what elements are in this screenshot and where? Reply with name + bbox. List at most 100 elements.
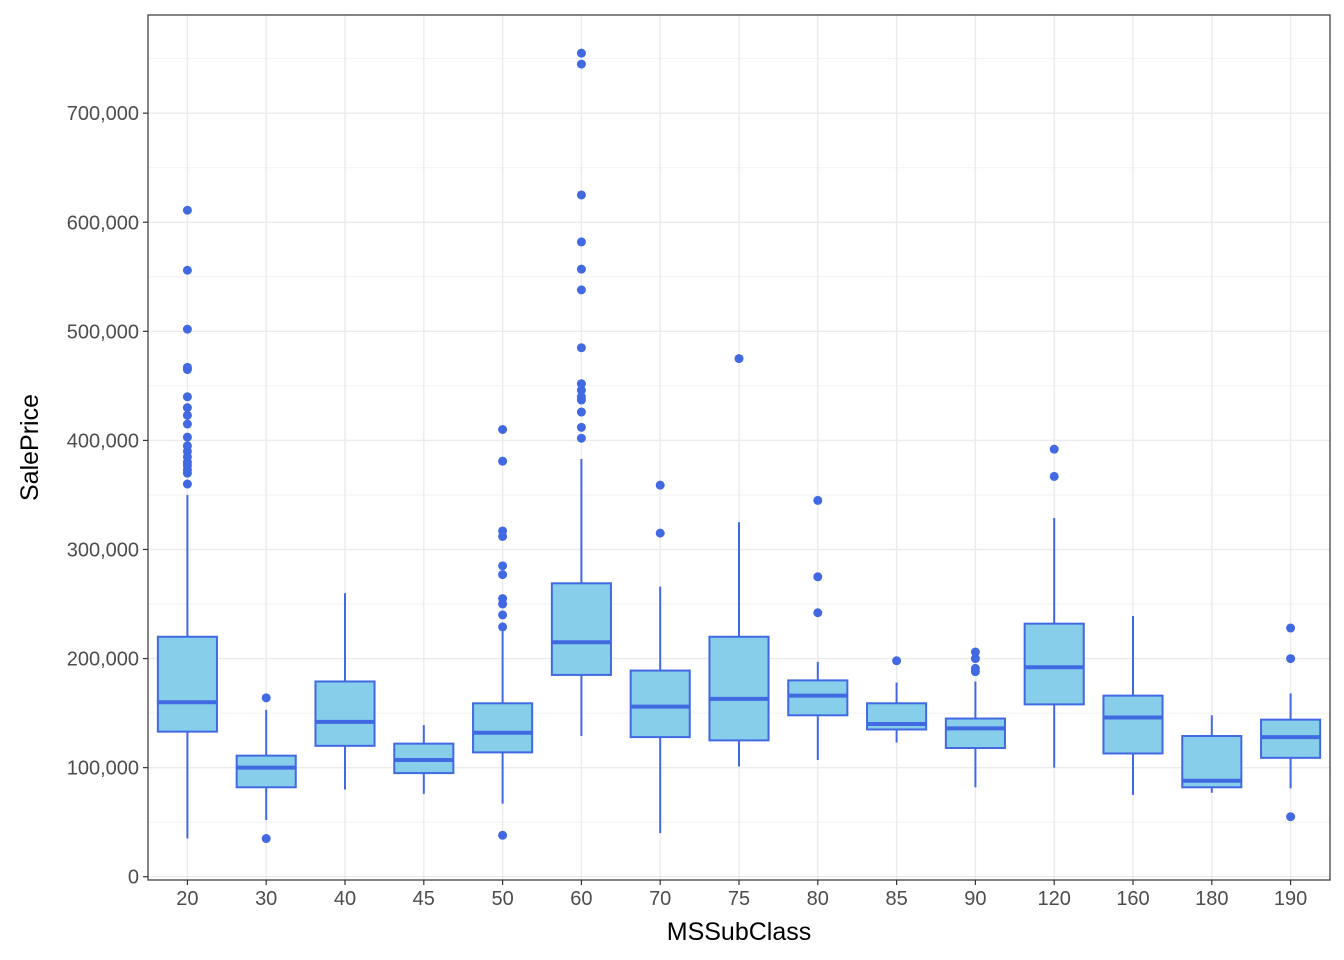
iqr-box [235,754,297,789]
outlier-point [970,647,980,657]
outlier-point [182,410,192,420]
outlier-point [576,190,586,200]
outlier-point [970,654,980,664]
outlier-point [576,237,586,247]
x-tick-label: 40 [334,888,356,910]
outlier-point [182,419,192,429]
x-tick-label: 90 [964,888,986,910]
outlier-point [261,834,271,844]
outlier-point [1049,471,1059,481]
x-tick-label: 180 [1195,888,1228,910]
iqr-box [550,582,612,676]
x-tick-label: 85 [885,888,907,910]
outlier-point [655,480,665,490]
outlier-point [576,285,586,295]
iqr-box [314,680,376,747]
iqr-box [944,717,1006,750]
box-series [156,48,1322,844]
outlier-point [182,362,192,372]
outlier-point [261,693,271,703]
outlier-point [182,441,192,451]
outlier-point [498,456,508,466]
x-axis-title: MSSubClass [667,918,812,946]
outlier-point [576,422,586,432]
iqr-box [629,669,691,739]
outlier-point [498,622,508,632]
outlier-point [576,392,586,402]
outlier-point [970,663,980,673]
outlier-point [734,354,744,364]
outlier-point [182,205,192,215]
x-tick-label: 75 [728,888,750,910]
outlier-point [576,379,586,389]
box-70 [629,480,691,834]
box-160 [1102,616,1164,795]
x-tick-label: 30 [255,888,277,910]
x-tick-label: 80 [807,888,829,910]
outlier-point [576,48,586,58]
outlier-point [892,656,902,666]
outlier-point [182,403,192,413]
outlier-point [1286,654,1296,664]
y-tick-label: 700,000 [67,103,139,125]
y-tick-label: 400,000 [67,430,139,452]
box-30 [235,693,297,844]
outlier-point [576,59,586,69]
x-tick-label: 190 [1274,888,1307,910]
iqr-box [787,679,849,717]
y-tick-label: 500,000 [67,321,139,343]
box-60 [550,48,612,737]
y-tick-label: 0 [128,867,139,889]
outlier-point [576,385,586,395]
box-190 [1260,623,1322,822]
iqr-box [156,635,218,733]
x-tick-label: 20 [176,888,198,910]
x-tick-label: 160 [1116,888,1149,910]
x-tick-label: 45 [413,888,435,910]
outlier-point [182,392,192,402]
outlier-point [813,608,823,618]
outlier-point [182,479,192,489]
y-tick-label: 200,000 [67,649,139,671]
outlier-point [576,407,586,417]
box-180 [1181,715,1243,793]
outlier-point [182,324,192,334]
box-20 [156,205,218,839]
y-tick-label: 300,000 [67,539,139,561]
y-axis-title: SalePrice [16,394,44,501]
x-tick-label: 50 [491,888,513,910]
box-85 [866,656,928,743]
outlier-point [1049,444,1059,454]
box-120 [1023,444,1085,768]
x-tick-label: 70 [649,888,671,910]
outlier-point [1286,812,1296,822]
outlier-point [576,433,586,443]
outlier-point [182,265,192,275]
y-axis: 0 100,000 200,000 300,000 400,000 500,000 600,… [67,103,148,889]
outlier-point [813,495,823,505]
x-tick-label: 60 [570,888,592,910]
outlier-point [498,425,508,435]
outlier-point [498,830,508,840]
outlier-point [182,432,192,442]
x-tick-label: 120 [1038,888,1071,910]
outlier-point [655,528,665,538]
iqr-box [1023,622,1085,706]
outlier-point [498,526,508,536]
box-45 [393,725,455,794]
outlier-point [1286,623,1296,633]
box-50 [472,425,534,840]
x-axis: 20 30 40 45 50 60 70 75 80 85 90 120 160 180 190 [176,880,1307,910]
box-75 [708,354,770,767]
outlier-point [498,594,508,604]
outlier-point [576,343,586,353]
iqr-box [708,635,770,742]
y-tick-label: 100,000 [67,758,139,780]
iqr-box [472,702,534,754]
y-tick-label: 600,000 [67,212,139,234]
outlier-point [498,570,508,580]
outlier-point [498,561,508,571]
box-40 [314,593,376,790]
outlier-point [813,572,823,582]
